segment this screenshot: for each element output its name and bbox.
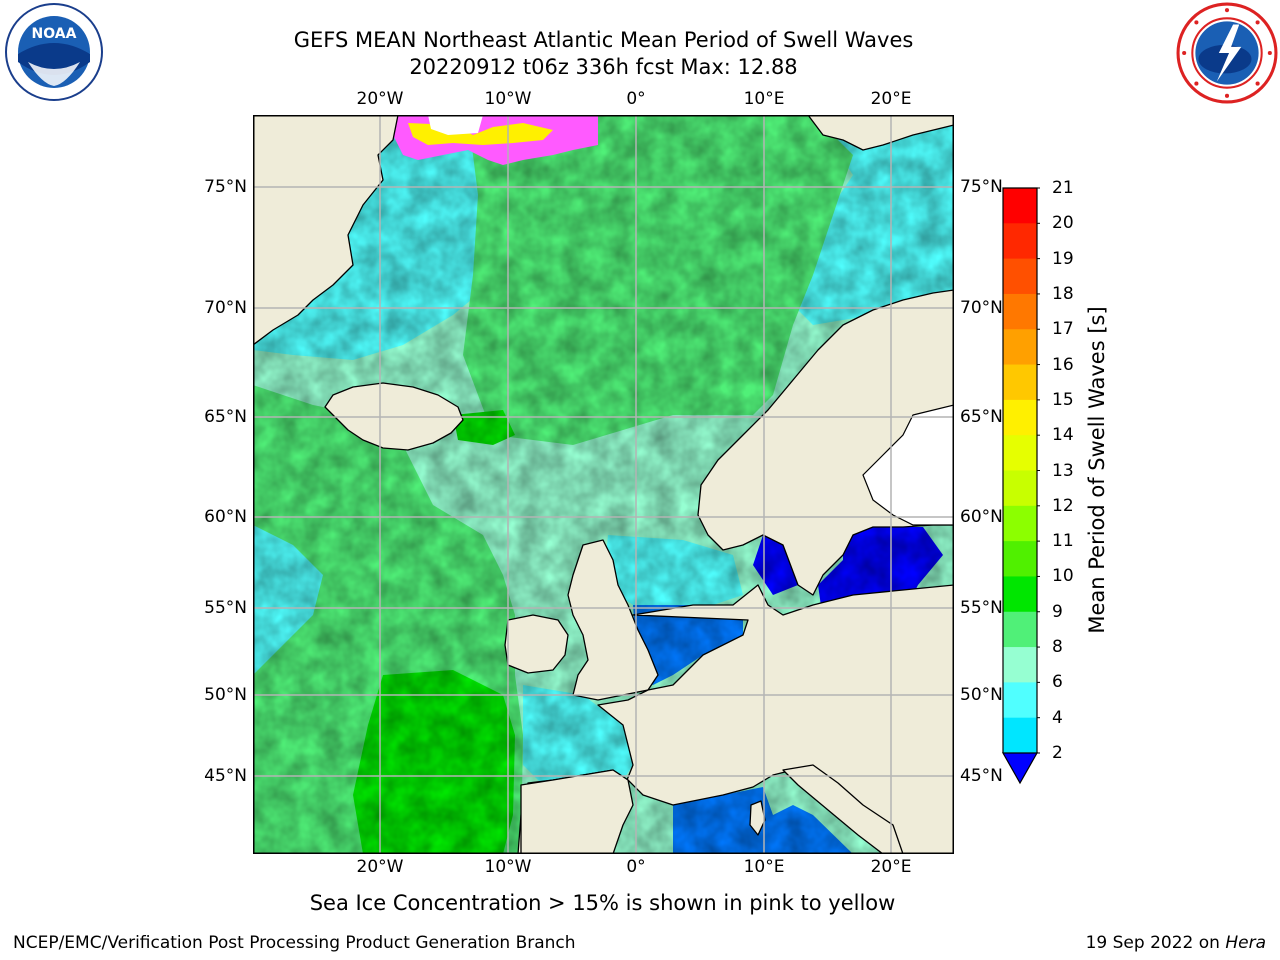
lon-label-bottom-0: 0° (626, 857, 646, 877)
colorbar-segment (1003, 505, 1037, 542)
sea-ice-caption: Sea Ice Concentration > 15% is shown in … (309, 891, 896, 915)
noaa-logo-icon: NOAA (5, 3, 103, 101)
iberia-land (520, 769, 634, 854)
colorbar-segment (1003, 435, 1037, 471)
footer-credit: NCEP/EMC/Verification Post Processing Pr… (13, 933, 576, 953)
colorbar-segment (1003, 682, 1037, 719)
lat-label-left-70n: 70°N (204, 298, 247, 318)
lat-label-right-65n: 65°N (960, 407, 1003, 427)
bothnia-water (862, 404, 954, 526)
colorbar-label: 9 (1052, 601, 1063, 622)
colorbar-label: 12 (1052, 495, 1074, 516)
colorbar-label: 13 (1052, 460, 1074, 481)
noaa-logo-text: NOAA (32, 26, 77, 42)
colorbar-segment (1003, 470, 1037, 507)
colorbar-segment (1003, 399, 1037, 436)
footer-date: 19 Sep 2022 on (1085, 933, 1226, 953)
greenland-land (253, 115, 399, 346)
colorbar-label: 14 (1052, 425, 1074, 446)
colorbar-segment (1003, 258, 1037, 295)
ireland-land (504, 614, 569, 674)
lat-label-left-65n: 65°N (204, 407, 247, 427)
colorbar-label: 2 (1052, 743, 1063, 763)
lat-label-right-70n: 70°N (960, 298, 1003, 318)
colorbar-label: 10 (1052, 566, 1074, 587)
lon-label-bottom-10e: 10°E (743, 857, 785, 877)
colorbar-segment (1003, 329, 1037, 366)
colorbar (1001, 187, 1040, 785)
colorbar-label: 21 (1052, 178, 1074, 198)
corsica-land (749, 800, 766, 836)
colorbar-label: 20 (1052, 213, 1074, 234)
lon-label-top-0: 0° (626, 89, 646, 109)
footer-host: Hera (1225, 933, 1266, 953)
colorbar-segment (1003, 188, 1037, 224)
lon-label-top-20w: 20°W (356, 89, 404, 109)
italy-land (782, 764, 904, 854)
svalbard-land (807, 115, 954, 151)
colorbar-extend-arrow (1001, 752, 1039, 785)
colorbar-label: 18 (1052, 283, 1074, 304)
lon-label-top-20e: 20°E (870, 89, 912, 109)
colorbar-segment (1003, 717, 1037, 754)
colorbar-segment (1003, 647, 1037, 683)
scandinavia-land (697, 289, 954, 596)
map-border (253, 115, 954, 854)
lat-label-right-50n: 50°N (960, 685, 1003, 705)
colorbar-label: 6 (1052, 672, 1063, 693)
colorbar-label: 19 (1052, 248, 1074, 269)
colorbar-segment (1003, 364, 1037, 401)
graticule (253, 115, 954, 854)
lon-label-top-10w: 10°W (484, 89, 532, 109)
colorbar-label: 11 (1052, 531, 1074, 552)
lat-label-left-45n: 45°N (204, 766, 247, 786)
nws-logo-icon (1176, 2, 1278, 104)
lat-label-right-75n: 75°N (960, 177, 1003, 197)
colorbar-label: 17 (1052, 319, 1074, 340)
colorbar-segment (1003, 541, 1037, 577)
colorbar-title: Mean Period of Swell Waves [s] (1085, 306, 1109, 634)
colorbar-segment (1003, 576, 1037, 613)
colorbar-segment (1003, 223, 1037, 260)
lat-label-right-45n: 45°N (960, 766, 1003, 786)
chart-subtitle: 20220912 t06z 336h fcst Max: 12.88 (409, 55, 798, 79)
colorbar-label: 8 (1052, 637, 1063, 658)
lat-label-right-55n: 55°N (960, 598, 1003, 618)
colorbar-label: 4 (1052, 707, 1063, 728)
sea-ice-white (428, 115, 483, 135)
lon-label-bottom-20e: 20°E (870, 857, 912, 877)
chart-title: GEFS MEAN Northeast Atlantic Mean Period… (293, 28, 914, 52)
colorbar-label: 15 (1052, 389, 1074, 410)
lat-label-left-55n: 55°N (204, 598, 247, 618)
lon-label-top-10e: 10°E (743, 89, 785, 109)
lat-label-left-50n: 50°N (204, 685, 247, 705)
lon-label-bottom-20w: 20°W (356, 857, 404, 877)
lon-label-bottom-10w: 10°W (484, 857, 532, 877)
footer-timestamp: 19 Sep 2022 on Hera (1086, 932, 1266, 954)
lat-label-left-60n: 60°N (204, 507, 247, 527)
colorbar-label: 16 (1052, 354, 1074, 375)
lat-label-left-75n: 75°N (204, 177, 247, 197)
colorbar-segment (1003, 611, 1037, 648)
lat-label-right-60n: 60°N (960, 507, 1003, 527)
colorbar-segment (1003, 293, 1037, 330)
map-panel (253, 115, 954, 854)
